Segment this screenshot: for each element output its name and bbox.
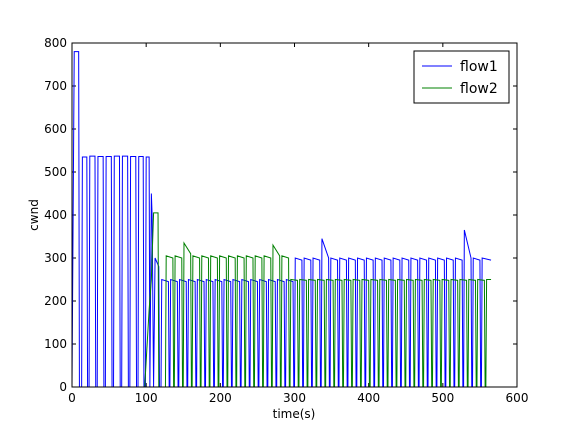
plot-frame	[71, 42, 518, 388]
y-tick-label: 500	[44, 165, 67, 179]
x-tick-label: 200	[209, 391, 232, 405]
x-tick-label: 0	[68, 391, 76, 405]
y-tick-label: 100	[44, 337, 67, 351]
y-tick-label: 200	[44, 294, 67, 308]
x-tick-label: 600	[506, 391, 529, 405]
y-tick-label: 800	[44, 36, 67, 50]
y-tick-label: 400	[44, 208, 67, 222]
legend-label: flow1	[460, 59, 498, 75]
legend-box	[413, 50, 510, 104]
x-axis-label: time(s)	[273, 407, 316, 421]
y-tick-label: 700	[44, 79, 67, 93]
x-tick-label: 300	[283, 391, 306, 405]
y-axis-label: cwnd	[27, 199, 41, 231]
y-tick-label: 300	[44, 251, 67, 265]
x-tick-label: 400	[357, 391, 380, 405]
x-tick-label: 500	[431, 391, 454, 405]
y-tick-label: 0	[59, 380, 67, 394]
x-tick-label: 100	[135, 391, 158, 405]
legend-label: flow2	[460, 81, 498, 97]
y-tick-label: 600	[44, 122, 67, 136]
